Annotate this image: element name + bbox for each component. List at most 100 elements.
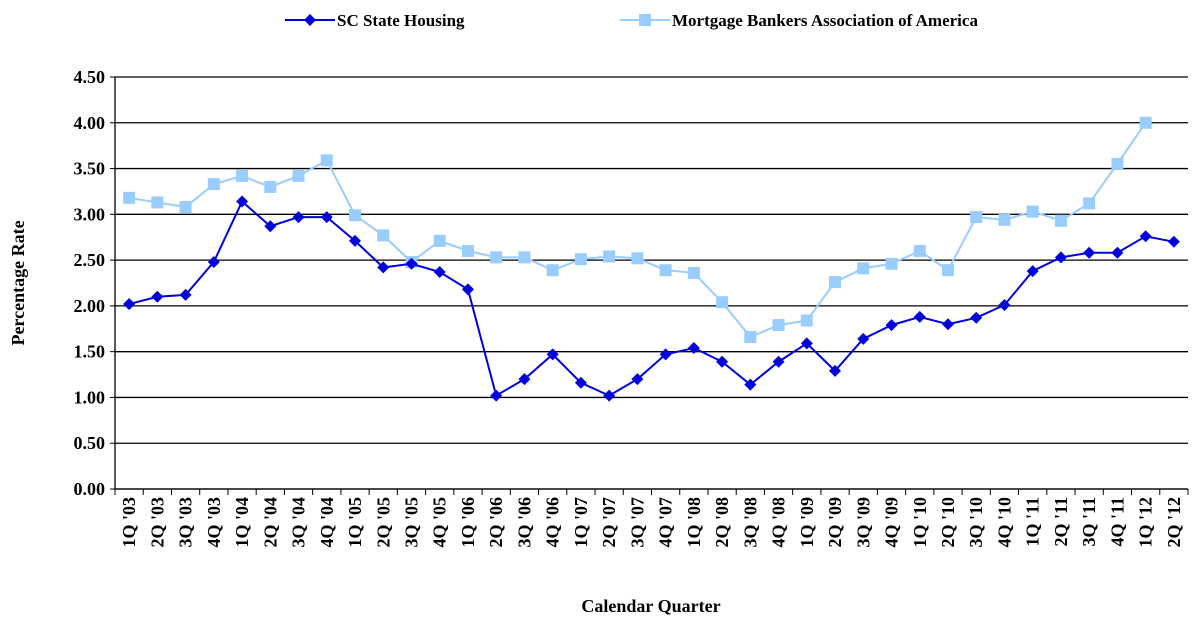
x-tick-label: 4Q '08 <box>769 497 789 548</box>
data-point <box>123 191 136 204</box>
data-point <box>603 389 616 402</box>
x-tick-label: 4Q '06 <box>543 497 563 548</box>
x-tick-label: 1Q '09 <box>797 497 817 548</box>
data-point <box>490 251 503 264</box>
y-tick-label: 2.50 <box>74 250 106 270</box>
data-point <box>574 253 587 266</box>
x-tick-label: 3Q '03 <box>176 497 196 548</box>
x-tick-label: 3Q '09 <box>853 497 873 548</box>
y-tick-label: 1.50 <box>74 342 106 362</box>
data-point <box>631 252 644 265</box>
data-point <box>1111 246 1124 259</box>
legend-label: SC State Housing <box>337 11 465 30</box>
x-tick-label: 2Q '08 <box>712 497 732 548</box>
data-point <box>123 298 136 311</box>
data-point <box>320 154 333 167</box>
x-tick-label: 1Q '04 <box>232 497 252 548</box>
data-point <box>349 234 362 247</box>
x-tick-label: 4Q '05 <box>430 497 450 548</box>
data-point <box>913 244 926 257</box>
y-tick-label: 3.00 <box>74 204 106 224</box>
y-tick-label: 0.50 <box>74 433 106 453</box>
x-tick-label: 1Q '10 <box>910 497 930 548</box>
data-point <box>292 211 305 224</box>
data-point <box>377 261 390 274</box>
data-point <box>1139 230 1152 243</box>
x-tick-label: 2Q '12 <box>1164 497 1184 548</box>
x-tick-label: 2Q '06 <box>486 497 506 548</box>
data-point <box>603 250 616 263</box>
data-point <box>1111 157 1124 170</box>
data-point <box>941 264 954 277</box>
data-point <box>236 169 249 182</box>
x-tick-label: 3Q '05 <box>401 497 421 548</box>
data-point <box>433 266 446 279</box>
data-point <box>179 201 192 214</box>
x-tick-label: 1Q '07 <box>571 497 591 548</box>
data-point <box>1026 205 1039 218</box>
legend-marker <box>639 14 651 26</box>
data-point <box>179 288 192 301</box>
x-tick-label: 1Q '06 <box>458 497 478 548</box>
data-point <box>998 298 1011 311</box>
data-point <box>885 257 898 270</box>
data-point <box>687 342 700 355</box>
x-tick-label: 2Q '09 <box>825 497 845 548</box>
data-point <box>913 310 926 323</box>
x-axis-title: Calendar Quarter <box>581 596 720 616</box>
x-tick-label: 4Q '03 <box>204 497 224 548</box>
data-point <box>433 234 446 247</box>
x-tick-label: 4Q '10 <box>994 497 1014 548</box>
data-point <box>236 195 249 208</box>
x-tick-label: 2Q '07 <box>599 497 619 548</box>
y-tick-label: 2.00 <box>74 296 106 316</box>
y-tick-label: 1.00 <box>74 387 106 407</box>
x-tick-label: 1Q '05 <box>345 497 365 548</box>
x-tick-label: 1Q '03 <box>119 497 139 548</box>
data-point <box>970 211 983 224</box>
x-tick-label: 3Q '11 <box>1079 497 1099 547</box>
data-point <box>292 169 305 182</box>
data-point <box>1083 246 1096 259</box>
x-tick-label: 2Q '10 <box>938 497 958 548</box>
data-point <box>320 211 333 224</box>
data-point <box>518 373 531 386</box>
y-tick-label: 0.00 <box>74 479 106 499</box>
data-point <box>716 296 729 309</box>
data-point <box>377 229 390 242</box>
legend-label: Mortgage Bankers Association of America <box>672 11 978 30</box>
y-tick-label: 4.50 <box>74 67 106 87</box>
x-tick-label: 4Q '09 <box>882 497 902 548</box>
legend-marker <box>304 14 316 26</box>
data-point <box>461 244 474 257</box>
data-point <box>264 220 277 233</box>
x-tick-label: 4Q '07 <box>656 497 676 548</box>
data-point <box>800 314 813 327</box>
data-point <box>800 337 813 350</box>
data-point <box>857 332 870 345</box>
data-point <box>857 262 870 275</box>
data-point <box>885 319 898 332</box>
data-point <box>546 348 559 361</box>
data-point <box>151 290 164 303</box>
series-line <box>128 122 1147 339</box>
data-point <box>1167 235 1180 248</box>
y-tick-label: 3.50 <box>74 159 106 179</box>
data-point <box>546 264 559 277</box>
data-point <box>1139 116 1152 129</box>
data-point <box>716 355 729 368</box>
y-tick-label: 4.00 <box>74 113 106 133</box>
x-tick-label: 2Q '05 <box>373 497 393 548</box>
x-tick-label: 3Q '04 <box>289 497 309 548</box>
data-point <box>1083 197 1096 210</box>
data-point <box>970 311 983 324</box>
data-point <box>829 364 842 377</box>
data-point <box>518 251 531 264</box>
x-tick-label: 2Q '11 <box>1051 497 1071 547</box>
x-tick-label: 2Q '03 <box>147 497 167 548</box>
x-tick-label: 2Q '04 <box>260 497 280 548</box>
x-tick-label: 3Q '06 <box>514 497 534 548</box>
data-point <box>687 266 700 279</box>
x-tick-label: 1Q '11 <box>1023 497 1043 547</box>
